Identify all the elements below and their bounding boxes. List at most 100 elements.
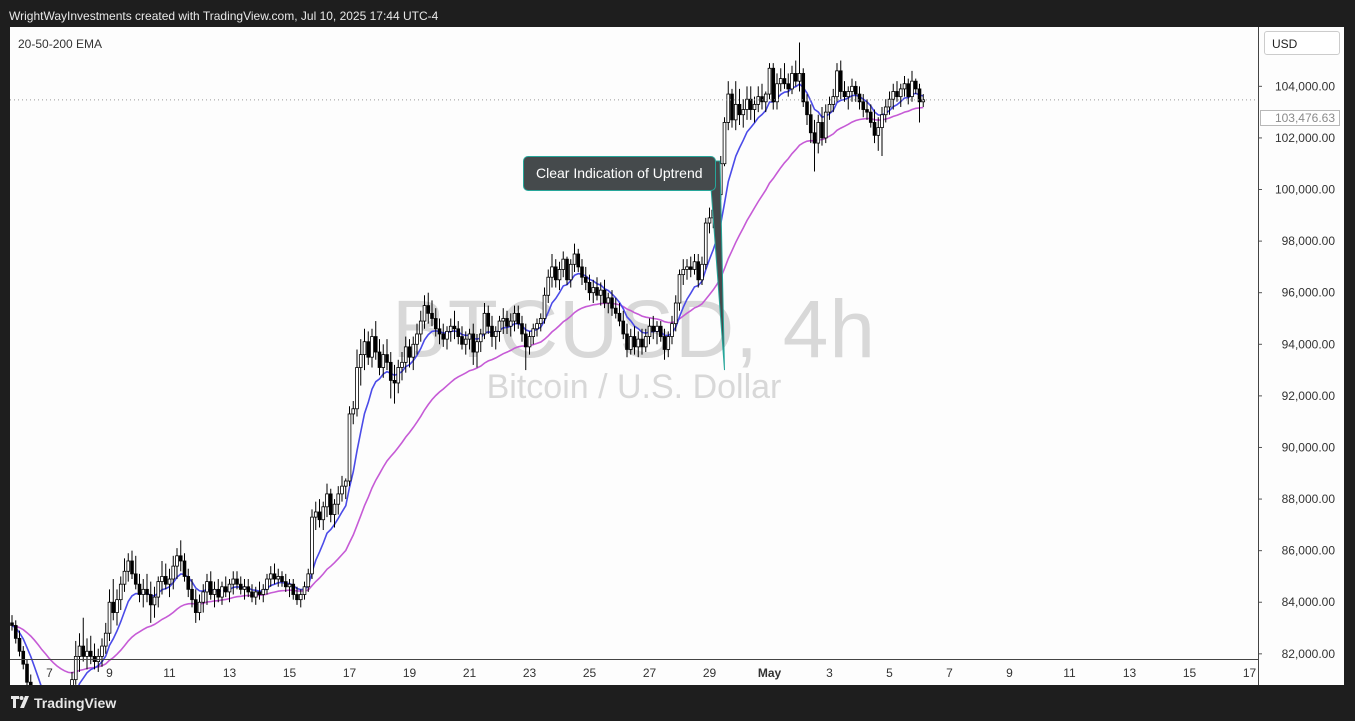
candle xyxy=(793,60,798,87)
candle xyxy=(433,308,438,337)
candle xyxy=(775,73,779,110)
candle-body xyxy=(621,320,626,335)
candle xyxy=(756,86,761,113)
candle xyxy=(336,486,341,515)
currency-button[interactable]: USD xyxy=(1264,31,1340,55)
candle-body xyxy=(902,83,907,90)
candle xyxy=(392,364,397,404)
candle-body xyxy=(617,312,622,322)
candle xyxy=(816,114,821,154)
candle xyxy=(625,323,629,358)
candle xyxy=(790,65,794,95)
candle xyxy=(598,282,603,306)
candle xyxy=(351,401,356,425)
candle xyxy=(696,254,701,288)
candle xyxy=(493,326,498,350)
annotation-callout[interactable]: Clear Indication of Uptrend xyxy=(523,156,716,191)
candle xyxy=(370,328,374,368)
candle xyxy=(876,117,881,151)
x-tick-label: 29 xyxy=(703,666,717,680)
candle-body xyxy=(441,333,446,340)
candle-body xyxy=(557,269,562,281)
candle-body xyxy=(81,645,86,657)
candle-body xyxy=(107,601,112,634)
candle-body xyxy=(913,80,918,90)
time-axis-divider xyxy=(10,659,1258,660)
y-tick-label: 92,000.00 xyxy=(1282,389,1336,403)
x-tick-label: 3 xyxy=(826,666,833,680)
candle xyxy=(133,555,138,590)
candle xyxy=(223,576,228,598)
x-tick-label: 15 xyxy=(283,666,297,680)
candle-body xyxy=(182,560,187,577)
candle-body xyxy=(865,109,869,113)
candle-body xyxy=(148,594,153,606)
candle xyxy=(891,83,896,110)
candle-body xyxy=(542,294,547,319)
candle-body xyxy=(467,333,472,340)
candle-body xyxy=(595,287,599,296)
candle xyxy=(760,83,764,110)
candle-body xyxy=(280,576,284,583)
candle-body xyxy=(445,330,449,340)
candle xyxy=(670,315,674,345)
candle-body xyxy=(167,578,172,585)
tradingview-brand[interactable]: TradingView xyxy=(11,695,116,711)
chart-frame[interactable]: BTCUSD, 4h Bitcoin / U.S. Dollar 82,000.… xyxy=(10,27,1344,685)
candle-body xyxy=(808,114,813,134)
candle xyxy=(490,315,494,347)
candle xyxy=(122,558,127,592)
candle-body xyxy=(741,109,746,116)
candle-body xyxy=(655,325,659,332)
candle xyxy=(77,633,82,672)
candle xyxy=(28,674,33,685)
candle xyxy=(880,106,884,156)
candle-body xyxy=(523,333,528,348)
candle-body xyxy=(778,78,783,85)
x-tick-label: 7 xyxy=(946,666,953,680)
candle-body xyxy=(482,312,487,335)
candle-body xyxy=(681,269,686,276)
candle xyxy=(550,254,554,288)
candle xyxy=(178,540,183,572)
x-tick-label: 9 xyxy=(106,666,113,680)
candle-body xyxy=(220,586,224,598)
candle-body xyxy=(302,586,307,595)
candle xyxy=(381,344,386,378)
candle-body xyxy=(373,336,378,353)
y-tick-label: 88,000.00 xyxy=(1282,492,1336,506)
candle-body xyxy=(85,650,89,657)
candle-body xyxy=(831,96,836,105)
price-chart[interactable]: 82,000.00 84,000.00 86,000.00 88,000.00 90,0… xyxy=(10,27,1344,685)
candle xyxy=(561,251,566,278)
candle xyxy=(730,88,734,128)
candle xyxy=(685,259,689,280)
candle xyxy=(70,671,74,685)
price-axis-divider xyxy=(1258,27,1259,685)
candle xyxy=(100,638,104,667)
candle-body xyxy=(775,83,779,103)
candle xyxy=(628,328,633,355)
candle xyxy=(291,579,296,600)
candle xyxy=(403,336,408,373)
candle-body xyxy=(677,274,682,304)
candle xyxy=(591,279,596,304)
candle-body xyxy=(565,258,569,281)
candle-body xyxy=(662,336,667,350)
candle-body xyxy=(921,99,926,103)
candle-body xyxy=(235,578,239,585)
candle-body xyxy=(456,328,461,337)
candle-body xyxy=(126,560,131,572)
candle-body xyxy=(591,287,596,294)
candle xyxy=(677,269,682,311)
candle-body xyxy=(876,127,881,136)
candle xyxy=(910,70,914,102)
x-tick-label: 17 xyxy=(1243,666,1257,680)
candle xyxy=(516,305,521,329)
x-tick-label: May xyxy=(758,666,782,680)
candle-body xyxy=(580,266,584,278)
indicator-label[interactable]: 20-50-200 EMA xyxy=(18,37,103,51)
candle-body xyxy=(835,70,839,98)
candle xyxy=(175,548,179,580)
candle xyxy=(250,584,254,603)
